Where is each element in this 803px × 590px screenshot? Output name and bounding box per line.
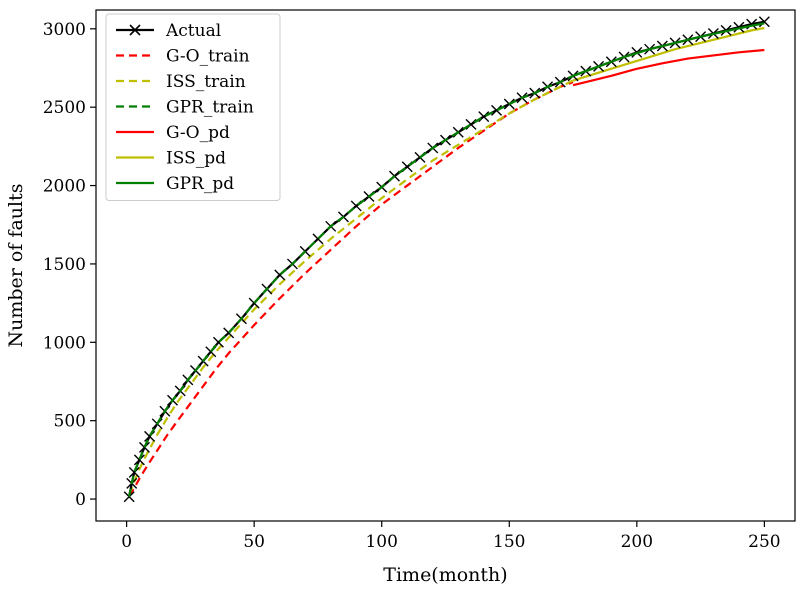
legend-label: ISS_pd bbox=[166, 149, 226, 169]
x-tick-label: 150 bbox=[493, 532, 525, 552]
series-line-g-o-pd bbox=[572, 48, 765, 87]
series-line-iss-train bbox=[128, 79, 574, 495]
x-tick-label: 0 bbox=[121, 532, 132, 552]
legend-label: GPR_train bbox=[166, 98, 254, 118]
legend-entry-g-o-pd: G-O_pd bbox=[116, 123, 230, 143]
series-line-g-o-train bbox=[128, 81, 574, 497]
legend-entry-actual: Actual bbox=[116, 21, 221, 41]
legend-label: GPR_pd bbox=[166, 174, 234, 194]
y-tick-label: 2000 bbox=[43, 177, 86, 197]
x-axis-label: Time(month) bbox=[383, 564, 507, 586]
y-tick-label: 1500 bbox=[43, 255, 86, 275]
legend-entry-iss-train: ISS_train bbox=[116, 72, 246, 92]
data-point-actual bbox=[758, 16, 770, 28]
y-tick-label: 2500 bbox=[43, 98, 86, 118]
data-point-actual bbox=[465, 118, 477, 130]
data-point-actual bbox=[733, 21, 745, 33]
legend-label: ISS_train bbox=[166, 72, 246, 92]
legend-box bbox=[105, 13, 281, 201]
y-tick-label: 1000 bbox=[43, 333, 86, 353]
y-tick-label: 0 bbox=[75, 490, 86, 510]
legend-entry-gpr-pd: GPR_pd bbox=[116, 174, 234, 194]
legend-entry-g-o-train: G-O_train bbox=[116, 47, 250, 67]
plot-frame bbox=[95, 9, 796, 522]
data-point-actual bbox=[478, 111, 490, 123]
y-tick-label: 3000 bbox=[43, 20, 86, 40]
y-axis-label: Number of faults bbox=[5, 184, 27, 348]
x-tick-label: 200 bbox=[621, 532, 653, 552]
legend-entry-gpr-train: GPR_train bbox=[116, 98, 254, 118]
data-point-actual bbox=[144, 430, 156, 442]
legend-label: G-O_pd bbox=[166, 123, 230, 143]
series-line-gpr-train bbox=[128, 74, 574, 497]
x-tick-label: 100 bbox=[365, 532, 397, 552]
x-tick-label: 250 bbox=[748, 532, 780, 552]
data-point-actual bbox=[138, 441, 150, 453]
plot-area bbox=[123, 16, 770, 503]
series-line-gpr-pd bbox=[572, 22, 765, 77]
series-line-iss-pd bbox=[572, 26, 765, 82]
legend: Actual G-O_train ISS_train GPR_train G-O_pd I… bbox=[105, 13, 281, 201]
data-point-actual bbox=[128, 466, 140, 478]
legend-label: G-O_train bbox=[166, 47, 250, 67]
data-point-actual bbox=[133, 454, 145, 466]
x-tick-label: 50 bbox=[243, 532, 265, 552]
legend-marker bbox=[129, 24, 141, 36]
y-tick-label: 500 bbox=[54, 412, 86, 432]
legend-entry-iss-pd: ISS_pd bbox=[116, 149, 226, 169]
legend-label: Actual bbox=[165, 21, 221, 41]
data-point-actual bbox=[491, 104, 503, 116]
